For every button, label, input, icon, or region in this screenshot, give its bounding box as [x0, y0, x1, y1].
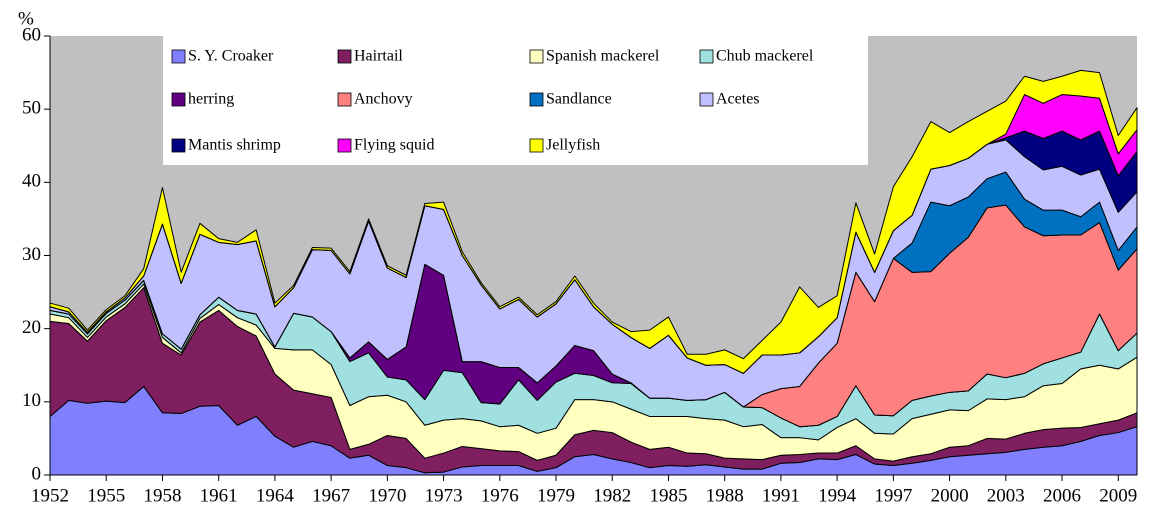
legend-label: Anchovy	[354, 91, 413, 108]
x-tick-label: 1997	[874, 485, 912, 506]
legend-label: Acetes	[716, 91, 760, 108]
legend-box	[163, 36, 868, 165]
x-tick-label: 2003	[987, 485, 1025, 506]
y-tick-label: 60	[22, 24, 41, 45]
y-tick-label: 50	[22, 98, 41, 119]
x-tick-label: 1979	[537, 485, 575, 506]
x-tick-label: 1988	[706, 485, 744, 506]
y-tick-label: 40	[22, 171, 41, 192]
y-tick-label: 20	[22, 317, 41, 338]
y-tick-label: 30	[22, 244, 41, 265]
x-tick-label: 1973	[425, 485, 463, 506]
x-tick-label: 1994	[818, 485, 857, 506]
legend-swatch	[529, 49, 544, 64]
legend-label: Flying squid	[354, 137, 434, 154]
x-tick-label: 1958	[143, 485, 181, 506]
x-tick-label: 1967	[312, 485, 350, 506]
legend-label: herring	[188, 91, 234, 108]
y-axis-label: %	[18, 8, 34, 29]
legend-swatch	[171, 49, 186, 64]
legend-swatch	[171, 92, 186, 107]
legend-label: Spanish mackerel	[546, 48, 660, 65]
legend-label: S. Y. Croaker	[188, 48, 274, 65]
legend: S. Y. Croaker Hairtail Spanish mackerel Chu…	[163, 36, 868, 165]
legend-swatch	[699, 92, 714, 107]
y-tick-label: 0	[32, 463, 42, 484]
x-tick-label: 1952	[31, 485, 69, 506]
legend-label: Hairtail	[354, 48, 403, 65]
x-tick-label: 2000	[931, 485, 969, 506]
x-tick-label: 1961	[200, 485, 238, 506]
legend-swatch	[337, 138, 352, 153]
x-tick-label: 1985	[649, 485, 687, 506]
x-tick-label: 2006	[1043, 485, 1081, 506]
legend-swatch	[529, 138, 544, 153]
legend-label: Sandlance	[546, 91, 612, 108]
x-tick-label: 1982	[593, 485, 631, 506]
legend-label: Mantis shrimp	[188, 137, 281, 154]
legend-swatch	[171, 138, 186, 153]
x-tick-label: 1991	[762, 485, 800, 506]
legend-swatch	[529, 92, 544, 107]
x-tick-label: 1976	[481, 485, 519, 506]
x-tick-label: 1964	[256, 485, 295, 506]
legend-label: Jellyfish	[546, 137, 600, 154]
legend-swatch	[699, 49, 714, 64]
x-tick-label: 1970	[368, 485, 406, 506]
area	[49, 69, 1138, 374]
x-tick-label: 2009	[1099, 485, 1137, 506]
legend-swatch	[337, 92, 352, 107]
legend-label: Chub mackerel	[716, 48, 814, 65]
x-tick-label: 1955	[87, 485, 125, 506]
legend-swatch	[337, 49, 352, 64]
y-tick-label: 10	[22, 390, 41, 411]
